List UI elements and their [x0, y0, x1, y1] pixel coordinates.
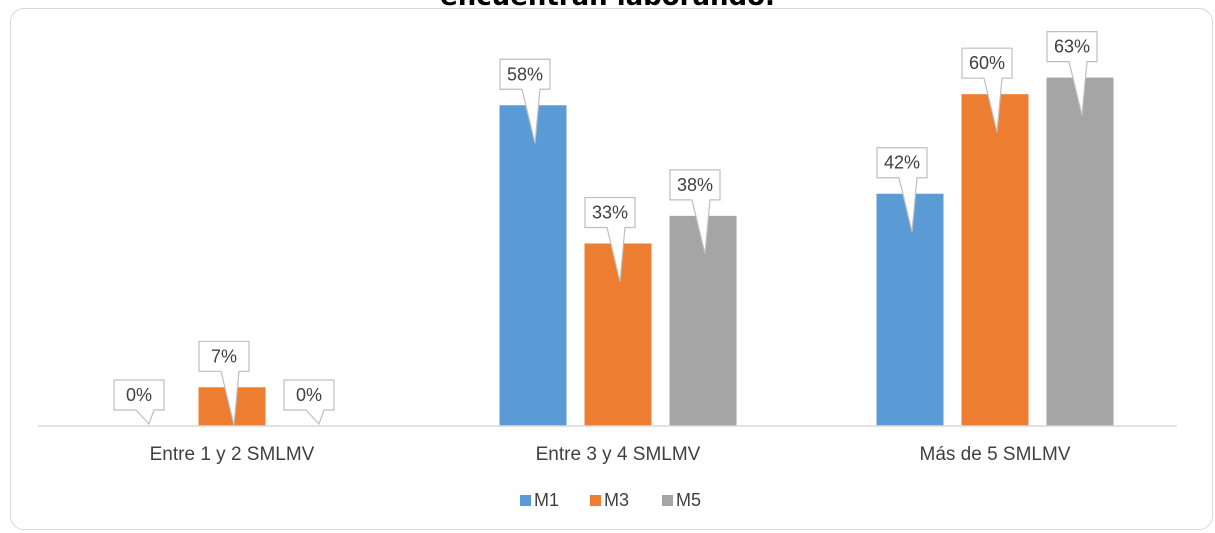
legend-label-m3: M3 — [604, 490, 629, 510]
legend-swatch-m1 — [520, 495, 531, 506]
data-label-m5-3: 63% — [1046, 31, 1098, 116]
bar-m3-3 — [961, 94, 1029, 426]
data-label-m1-2: 58% — [499, 58, 551, 144]
legend-label-m1: M1 — [534, 490, 559, 510]
chart-title: encuentran laborando. — [0, 0, 1215, 12]
bar-m5-3 — [1046, 77, 1114, 427]
legend-label-m5: M5 — [676, 490, 701, 510]
svg-text:33%: 33% — [592, 203, 628, 223]
svg-text:60%: 60% — [969, 53, 1005, 73]
data-label-m3-3: 60% — [961, 47, 1013, 133]
data-label-m1-3: 42% — [876, 147, 928, 232]
legend-swatch-m5 — [662, 495, 673, 506]
legend-item-m3: M3 — [590, 490, 629, 510]
legend-swatch-m3 — [590, 495, 601, 506]
svg-text:0%: 0% — [296, 385, 322, 405]
x-tick-label-3: Más de 5 SMLMV — [920, 444, 1071, 465]
x-tick-label-2: Entre 3 y 4 SMLMV — [536, 444, 701, 465]
x-tick-label-1: Entre 1 y 2 SMLMV — [150, 444, 315, 465]
bar-m1-2 — [499, 105, 567, 426]
svg-text:7%: 7% — [211, 346, 237, 366]
svg-text:58%: 58% — [507, 64, 543, 84]
svg-text:38%: 38% — [677, 175, 713, 195]
data-label-m3-1: 7% — [198, 340, 250, 426]
svg-text:63%: 63% — [1054, 37, 1090, 57]
data-label-m3-2: 33% — [584, 196, 636, 282]
legend-item-m5: M5 — [662, 490, 701, 510]
data-label-m5-2: 38% — [669, 169, 721, 255]
bar-m5-2 — [669, 215, 737, 426]
svg-text:0%: 0% — [126, 385, 152, 405]
svg-text:42%: 42% — [884, 153, 920, 173]
data-label-m1-1: 0% — [113, 379, 165, 426]
bar-m1-3 — [876, 193, 944, 426]
data-label-m5-1: 0% — [283, 379, 335, 426]
legend-item-m1: M1 — [520, 490, 559, 510]
